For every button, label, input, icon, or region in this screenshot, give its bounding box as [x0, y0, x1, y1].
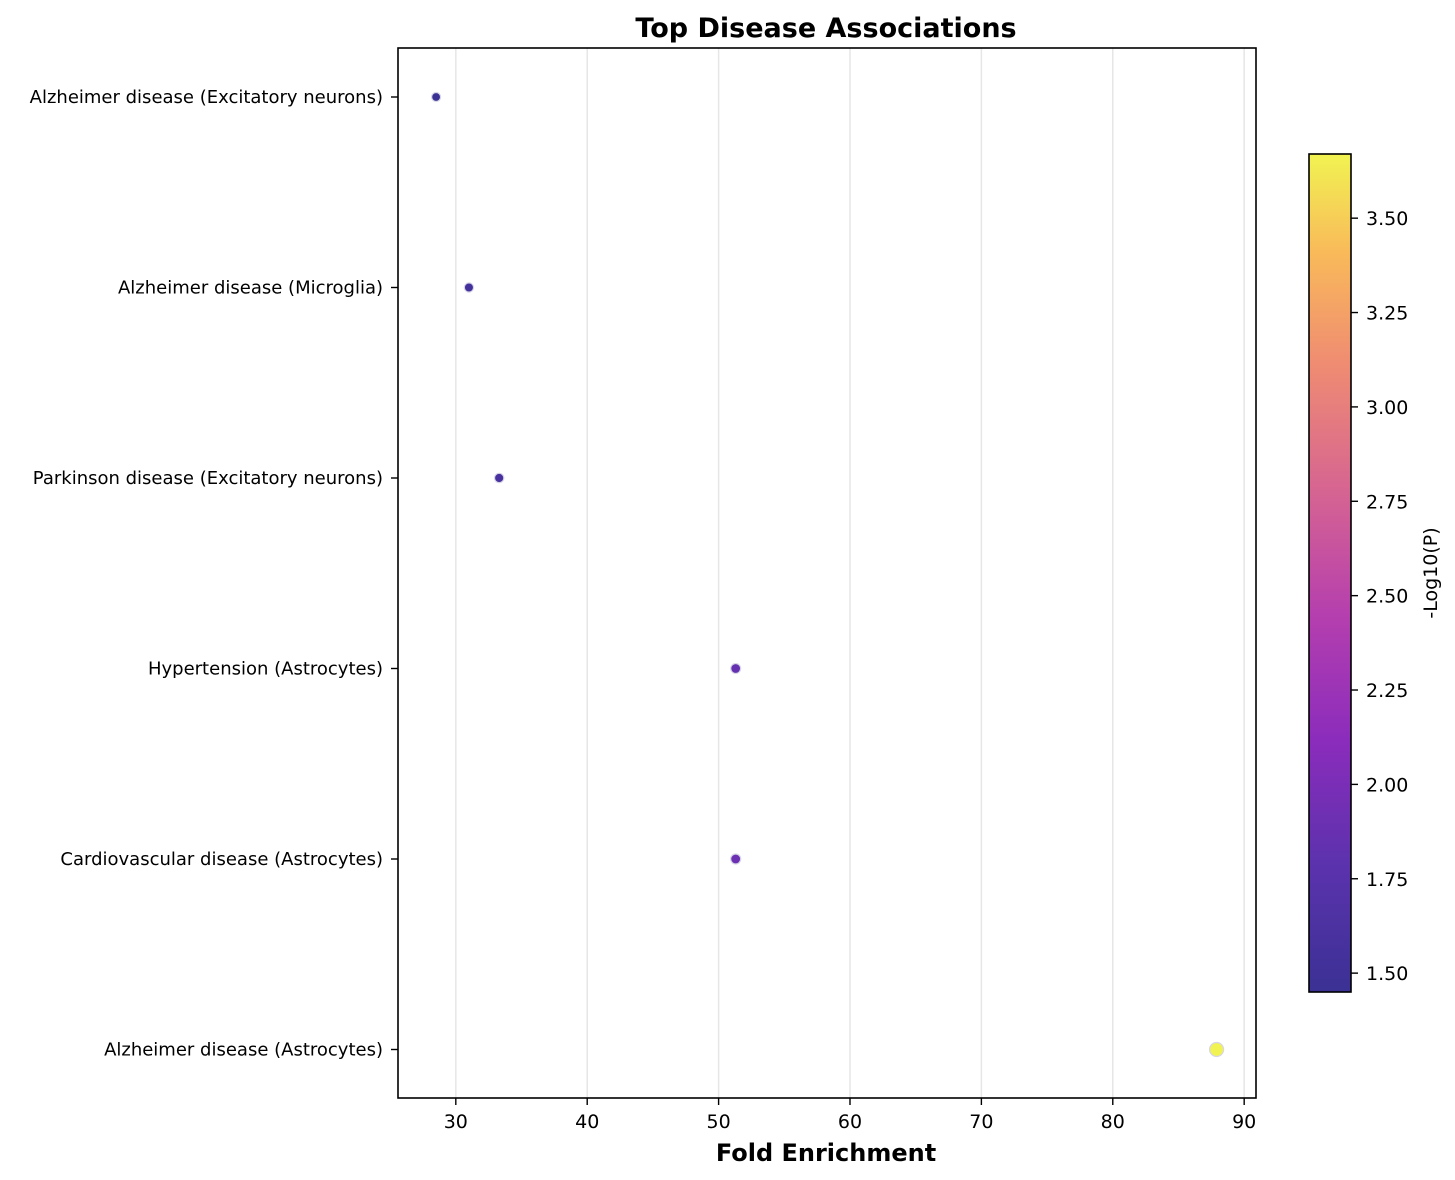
- x-axis-title: Fold Enrichment: [716, 1139, 936, 1167]
- data-point: [730, 662, 742, 675]
- y-category-label: Alzheimer disease (Astrocytes): [104, 1040, 383, 1061]
- y-category-label: Parkinson disease (Excitatory neurons): [33, 468, 383, 489]
- data-point: [730, 853, 742, 865]
- grid-lines: [455, 48, 1245, 1098]
- colorbar-tick-label: 1.75: [1366, 869, 1408, 891]
- colorbar-ticks: 1.50 1.75 2.00 2.25 2.50 2.75 3.00 3.25 3.50: [1351, 208, 1408, 985]
- colorbar-tick-label: 3.00: [1366, 397, 1408, 419]
- y-axis: Alzheimer disease (Excitatory neurons) Al…: [30, 87, 398, 1061]
- plot-area-frame: [397, 47, 1257, 1099]
- x-tick-label: 90: [1232, 1111, 1256, 1133]
- y-category-label: Alzheimer disease (Excitatory neurons): [30, 87, 383, 108]
- colorbar-tick-label: 2.25: [1366, 680, 1408, 702]
- x-tick-label: 50: [707, 1111, 731, 1133]
- x-tick-label: 30: [444, 1111, 468, 1133]
- colorbar-tick-label: 2.00: [1366, 774, 1408, 796]
- x-tick-label: 40: [575, 1111, 599, 1133]
- data-points: [431, 91, 1225, 1058]
- colorbar: 1.50 1.75 2.00 2.25 2.50 2.75 3.00 3.25 3.50 -Lo…: [1308, 153, 1442, 993]
- data-point: [463, 282, 475, 293]
- colorbar-tick-label: 2.75: [1366, 491, 1408, 513]
- chart-title: Top Disease Associations: [635, 13, 1016, 44]
- y-category-label: Alzheimer disease (Microglia): [118, 278, 383, 299]
- y-category-label: Hypertension (Astrocytes): [148, 659, 383, 680]
- x-axis: 30 40 50 60 70 80 90: [444, 1098, 1256, 1133]
- x-tick-label: 60: [838, 1111, 862, 1133]
- data-point: [1208, 1041, 1225, 1058]
- y-category-label: Cardiovascular disease (Astrocytes): [60, 849, 383, 870]
- colorbar-tick-label: 3.50: [1366, 208, 1408, 230]
- colorbar-tick-label: 3.25: [1366, 303, 1408, 325]
- colorbar-label: -Log10(P): [1420, 527, 1442, 618]
- data-point: [431, 91, 442, 103]
- colorbar-tick-label: 2.50: [1366, 586, 1408, 608]
- colorbar-tick-label: 1.50: [1366, 963, 1408, 985]
- data-point: [493, 472, 505, 484]
- x-tick-label: 80: [1101, 1111, 1125, 1133]
- colorbar-gradient: [1308, 153, 1352, 993]
- x-tick-label: 70: [969, 1111, 993, 1133]
